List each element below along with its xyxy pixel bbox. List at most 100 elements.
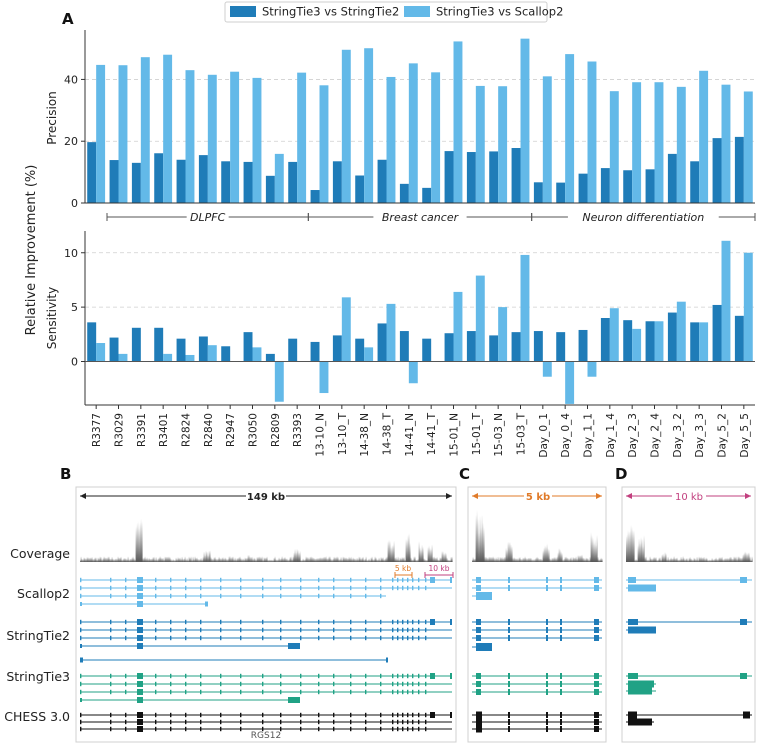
stringtie2-b-exon <box>450 619 452 625</box>
stringtie2-c-exon <box>560 619 562 625</box>
stringtie2-b-exon <box>185 619 187 625</box>
scallop2-b-short-exon <box>80 602 82 606</box>
sensitivity-bar-scallop2 <box>475 275 485 362</box>
chess-b-exon <box>185 719 187 725</box>
scallop2-b-exon <box>240 593 242 599</box>
chess-b-exon <box>110 712 112 718</box>
x-tick-label: 15-03_N <box>493 413 505 457</box>
stringtie2-b-exon <box>137 619 143 625</box>
chess-c-exon <box>546 719 548 725</box>
stringtie2-b-short-exon <box>137 643 143 649</box>
stringtie2-c-exon <box>594 627 599 633</box>
stringtie2-b-exon <box>125 635 127 641</box>
sensitivity-bar-stringtie2 <box>734 315 744 362</box>
precision-bar-stringtie2 <box>690 161 700 203</box>
precision-bar-scallop2 <box>163 54 173 203</box>
scallop2-b-short-exon <box>205 601 208 607</box>
chess-b-exon <box>220 726 222 732</box>
chess-d-short-exon <box>628 718 652 726</box>
stringtie2-c-exon <box>508 627 510 633</box>
group-label: Neuron differentiation <box>582 211 704 224</box>
chess-b-exon <box>392 719 394 725</box>
scallop2-b-exon <box>365 593 367 599</box>
chess-b-exon <box>397 712 399 718</box>
precision-bar-stringtie2 <box>734 136 744 203</box>
precision-y-tick-label: 20 <box>64 135 78 148</box>
precision-bar-stringtie2 <box>377 159 387 203</box>
precision-bar-stringtie2 <box>556 182 566 203</box>
precision-bar-stringtie2 <box>332 161 342 203</box>
stringtie3-b-exon <box>262 673 264 679</box>
stringtie3-c-exon <box>476 689 481 695</box>
precision-bar-scallop2 <box>565 54 575 203</box>
stringtie2-b-exon <box>333 627 335 633</box>
stringtie2-b-exon <box>155 635 157 641</box>
sensitivity-bar-stringtie2 <box>489 335 499 362</box>
sensitivity-bar-scallop2 <box>721 240 731 362</box>
stringtie2-b-exon <box>240 619 242 625</box>
legend-swatch-scallop2 <box>404 6 430 17</box>
x-tick-label: R3377 <box>91 413 103 447</box>
stringtie2-b-exon <box>425 627 427 633</box>
scallop2-b-exon <box>200 585 202 591</box>
stringtie2-b-exon <box>280 619 282 625</box>
precision-bar-scallop2 <box>453 41 463 203</box>
scallop2-b-exon <box>137 577 143 583</box>
chess-b-exon <box>80 719 82 725</box>
x-tick-label: 14-41_N <box>404 413 416 457</box>
sensitivity-bar-stringtie2 <box>355 338 365 362</box>
sensitivity-bar-stringtie2 <box>556 332 566 362</box>
scallop2-b-exon <box>200 593 202 599</box>
stringtie3-b-exon <box>412 673 414 679</box>
scallop2-b-exon <box>392 585 394 591</box>
precision-bar-stringtie2 <box>667 153 677 203</box>
stringtie2-b-exon <box>412 627 414 633</box>
chess-b-exon <box>200 719 202 725</box>
precision-bar-scallop2 <box>520 38 530 204</box>
panel-label-a: A <box>62 10 74 28</box>
stringtie3-b-exon <box>392 681 394 687</box>
chess-d-exon <box>628 711 637 719</box>
scallop2-c-exon <box>508 585 510 591</box>
stringtie2-b-exon <box>380 635 382 641</box>
sensitivity-bar-scallop2 <box>96 343 106 362</box>
stringtie2-c-exon <box>546 627 548 633</box>
stringtie3-b-exon <box>380 673 382 679</box>
stringtie2-c-exon <box>476 635 481 641</box>
stringtie2-b-short-exon <box>288 643 300 649</box>
genome-tracks <box>80 510 753 733</box>
scallop2-b-exon <box>350 593 352 599</box>
stringtie3-b-exon <box>170 689 172 695</box>
panel-c-frame <box>467 486 607 743</box>
stringtie2-b-exon <box>350 619 352 625</box>
stringtie2-b-exon <box>318 627 320 633</box>
x-tick-label: R3050 <box>248 413 260 447</box>
sensitivity-bar-stringtie2 <box>221 346 231 362</box>
stringtie2-b-exon <box>300 635 302 641</box>
chess-b-exon <box>300 712 302 718</box>
group-label-bg <box>186 209 229 225</box>
stringtie2-b-exon <box>200 635 202 641</box>
chess-b-exon <box>170 712 172 718</box>
stringtie2-b-exon <box>80 619 82 625</box>
chess-c-exon <box>560 719 562 725</box>
precision-bar-scallop2 <box>609 91 619 203</box>
chess-b-exon <box>425 726 427 732</box>
stringtie3-b-exon <box>80 689 82 695</box>
coverage-track <box>626 524 753 562</box>
track-label-chess: CHESS 3.0 <box>4 709 70 724</box>
stringtie3-b-exon <box>365 681 367 687</box>
group-label-bg <box>373 209 467 225</box>
chess-b-exon <box>365 719 367 725</box>
scallop2-b-exon <box>318 577 320 583</box>
stringtie3-b-exon <box>110 681 112 687</box>
stringtie3-b-exon <box>262 681 264 687</box>
x-tick-label: Day_3_2 <box>672 413 684 458</box>
stringtie3-b-exon <box>185 673 187 679</box>
scallop2-b-exon <box>350 577 352 583</box>
stringtie3-b-exon <box>200 673 202 679</box>
sensitivity-bar-stringtie2 <box>131 327 141 362</box>
stringtie2-b-exon <box>412 619 414 625</box>
chess-b-exon <box>220 719 222 725</box>
sensitivity-bar-stringtie2 <box>600 318 610 362</box>
